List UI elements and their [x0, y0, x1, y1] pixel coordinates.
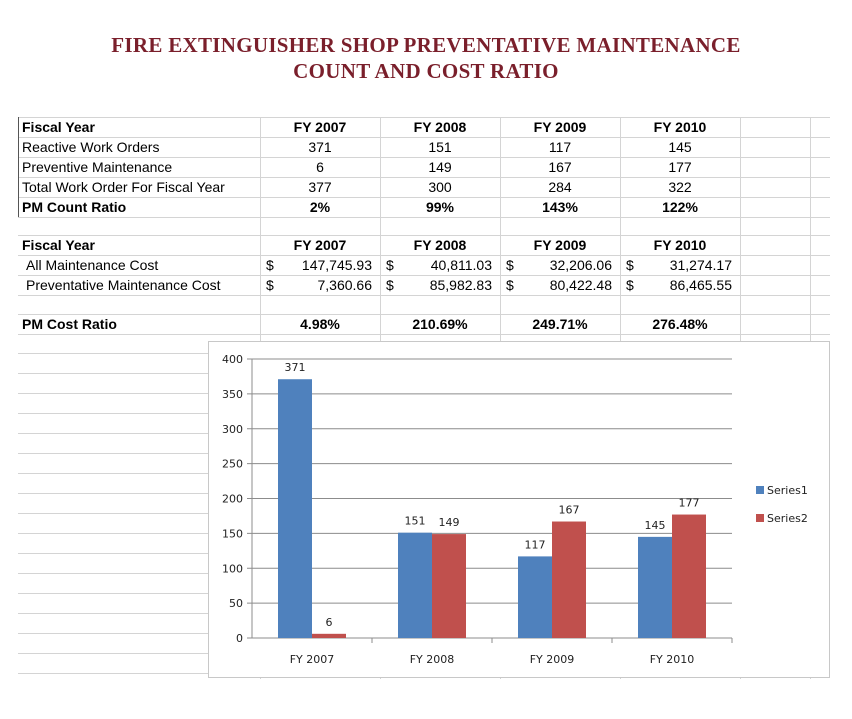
y-tick-label: 200: [222, 493, 243, 506]
data-label: 151: [405, 515, 426, 528]
row-label-all-maintenance-cost: All Maintenance Cost: [26, 257, 159, 273]
currency-symbol: $: [266, 257, 274, 273]
count-header-fy2008: FY 2008: [413, 119, 467, 135]
currency-symbol: $: [266, 277, 274, 293]
cost-header-label: Fiscal Year: [22, 237, 95, 253]
bar-series2-fy2007: [312, 633, 346, 638]
table-cell: 122%: [662, 199, 698, 215]
data-label: 117: [525, 538, 546, 551]
x-tick-label: FY 2010: [650, 653, 695, 666]
y-tick-label: 250: [222, 458, 243, 471]
data-label: 145: [645, 519, 666, 532]
table-cell: 117: [548, 139, 572, 155]
x-tick-label: FY 2007: [290, 653, 335, 666]
table-cell: 2%: [309, 199, 331, 215]
table-cell: 6: [316, 159, 324, 175]
count-header-fy2010: FY 2010: [653, 119, 707, 135]
y-tick-label: 350: [222, 388, 243, 401]
table-cell: 40,811.03: [430, 257, 492, 273]
currency-symbol: $: [626, 257, 634, 273]
legend-swatch: [756, 486, 764, 494]
table-cell: 276.48%: [652, 316, 708, 332]
count-header-fy2007: FY 2007: [293, 119, 347, 135]
page-subtitle: COUNT AND COST RATIO: [293, 59, 559, 83]
table-cell: 300: [428, 179, 452, 195]
y-tick-label: 150: [222, 527, 243, 540]
table-cell: 371: [308, 139, 332, 155]
row-label-pm-cost-ratio: PM Cost Ratio: [22, 316, 117, 332]
data-label: 167: [559, 504, 580, 517]
bar-chart: 0 50 100 150 200 250 300 350 400 FY 2007 371 6 FY 20…: [208, 341, 830, 678]
bar-series1-fy2010: [638, 536, 672, 638]
cost-header-fy2007: FY 2007: [293, 237, 347, 253]
bar-series1-fy2007: [278, 379, 312, 638]
table-cell: 31,274.17: [669, 257, 732, 273]
table-cell: 32,206.06: [549, 257, 612, 273]
table-cell: 249.71%: [532, 316, 588, 332]
y-tick-label: 300: [222, 423, 243, 436]
count-header-label: Fiscal Year: [22, 119, 95, 135]
bar-series2-fy2009: [552, 521, 586, 638]
bar-series2-fy2008: [432, 534, 466, 638]
data-label: 371: [285, 361, 306, 374]
table-cell: 143%: [542, 199, 578, 215]
page-title: FIRE EXTINGUISHER SHOP PREVENTATIVE MAIN…: [111, 33, 741, 57]
y-tick-label: 0: [236, 632, 243, 645]
data-label: 149: [439, 516, 460, 529]
table-cell: 86,465.55: [669, 277, 732, 293]
table-cell: 4.98%: [300, 316, 340, 332]
table-cell: 177: [668, 159, 692, 175]
bar-series1-fy2008: [398, 532, 432, 638]
legend-label: Series1: [767, 484, 808, 497]
row-label-preventive: Preventive Maintenance: [22, 159, 173, 175]
legend-swatch: [756, 514, 764, 522]
count-header-fy2009: FY 2009: [533, 119, 587, 135]
table-cell: 85,982.83: [429, 277, 492, 293]
row-label-total: Total Work Order For Fiscal Year: [22, 179, 225, 195]
legend-label: Series2: [767, 512, 808, 525]
currency-symbol: $: [386, 257, 394, 273]
currency-symbol: $: [626, 277, 634, 293]
currency-symbol: $: [506, 257, 514, 273]
currency-symbol: $: [386, 277, 394, 293]
currency-symbol: $: [506, 277, 514, 293]
table-cell: 151: [428, 139, 452, 155]
row-label-pm-cost: Preventative Maintenance Cost: [26, 277, 221, 293]
table-cell: 7,360.66: [317, 277, 373, 293]
cost-header-fy2008: FY 2008: [413, 237, 467, 253]
x-tick-label: FY 2009: [530, 653, 575, 666]
table-cell: 210.69%: [412, 316, 468, 332]
y-tick-label: 100: [222, 562, 243, 575]
data-label: 177: [679, 497, 700, 510]
table-cell: 284: [548, 179, 572, 195]
x-tick-label: FY 2008: [410, 653, 455, 666]
table-cell: 377: [308, 179, 332, 195]
y-tick-label: 50: [229, 597, 243, 610]
data-label: 6: [326, 616, 333, 629]
table-cell: 149: [428, 159, 452, 175]
cost-header-fy2009: FY 2009: [533, 237, 587, 253]
bar-series2-fy2010: [672, 514, 706, 638]
table-cell: 322: [668, 179, 692, 195]
bar-series1-fy2009: [518, 556, 552, 638]
y-tick-label: 400: [222, 353, 243, 366]
row-label-reactive: Reactive Work Orders: [22, 139, 160, 155]
table-cell: 147,745.93: [301, 257, 372, 273]
table-cell: 167: [548, 159, 572, 175]
cost-header-fy2010: FY 2010: [653, 237, 707, 253]
table-cell: 80,422.48: [549, 277, 612, 293]
row-label-pm-count-ratio: PM Count Ratio: [22, 199, 127, 215]
table-cell: 145: [668, 139, 692, 155]
table-cell: 99%: [425, 199, 455, 215]
chart-canvas: 0 50 100 150 200 250 300 350 400 FY 2007 371 6 FY 20…: [222, 353, 808, 666]
